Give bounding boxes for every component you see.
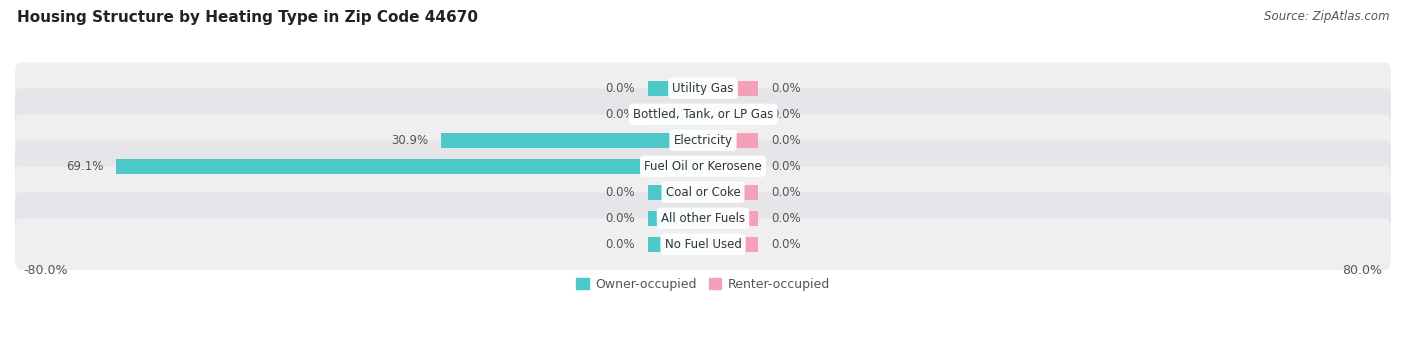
FancyBboxPatch shape: [15, 140, 1391, 192]
Text: Source: ZipAtlas.com: Source: ZipAtlas.com: [1264, 10, 1389, 23]
Text: 0.0%: 0.0%: [606, 82, 636, 95]
Text: 0.0%: 0.0%: [606, 108, 636, 121]
FancyBboxPatch shape: [15, 88, 1391, 140]
Bar: [648, 237, 703, 252]
Text: Bottled, Tank, or LP Gas: Bottled, Tank, or LP Gas: [633, 108, 773, 121]
Text: 0.0%: 0.0%: [606, 238, 636, 251]
Bar: [703, 107, 758, 122]
Text: 0.0%: 0.0%: [770, 134, 800, 147]
Bar: [648, 107, 703, 122]
FancyBboxPatch shape: [15, 63, 1391, 114]
Bar: [703, 185, 758, 200]
Text: All other Fuels: All other Fuels: [661, 212, 745, 225]
Bar: [703, 211, 758, 226]
Bar: [703, 133, 758, 148]
Bar: [703, 81, 758, 96]
Bar: [648, 185, 703, 200]
Bar: [703, 159, 758, 174]
FancyBboxPatch shape: [15, 192, 1391, 244]
Text: 0.0%: 0.0%: [770, 238, 800, 251]
Bar: [440, 133, 703, 148]
Text: Utility Gas: Utility Gas: [672, 82, 734, 95]
Text: 0.0%: 0.0%: [770, 186, 800, 199]
Text: 0.0%: 0.0%: [770, 160, 800, 173]
Text: 0.0%: 0.0%: [770, 82, 800, 95]
Text: Housing Structure by Heating Type in Zip Code 44670: Housing Structure by Heating Type in Zip…: [17, 10, 478, 25]
Legend: Owner-occupied, Renter-occupied: Owner-occupied, Renter-occupied: [576, 278, 830, 291]
FancyBboxPatch shape: [15, 115, 1391, 166]
Bar: [703, 237, 758, 252]
Text: 0.0%: 0.0%: [606, 186, 636, 199]
Text: 0.0%: 0.0%: [770, 108, 800, 121]
Text: Fuel Oil or Kerosene: Fuel Oil or Kerosene: [644, 160, 762, 173]
Bar: [648, 211, 703, 226]
FancyBboxPatch shape: [15, 219, 1391, 270]
Text: 0.0%: 0.0%: [606, 212, 636, 225]
Text: 30.9%: 30.9%: [391, 134, 427, 147]
Bar: [648, 81, 703, 96]
Text: Electricity: Electricity: [673, 134, 733, 147]
Text: 0.0%: 0.0%: [770, 212, 800, 225]
Text: No Fuel Used: No Fuel Used: [665, 238, 741, 251]
Bar: [117, 159, 703, 174]
FancyBboxPatch shape: [15, 167, 1391, 218]
Text: 69.1%: 69.1%: [66, 160, 103, 173]
Text: -80.0%: -80.0%: [24, 265, 67, 277]
Text: 80.0%: 80.0%: [1343, 265, 1382, 277]
Text: Coal or Coke: Coal or Coke: [665, 186, 741, 199]
